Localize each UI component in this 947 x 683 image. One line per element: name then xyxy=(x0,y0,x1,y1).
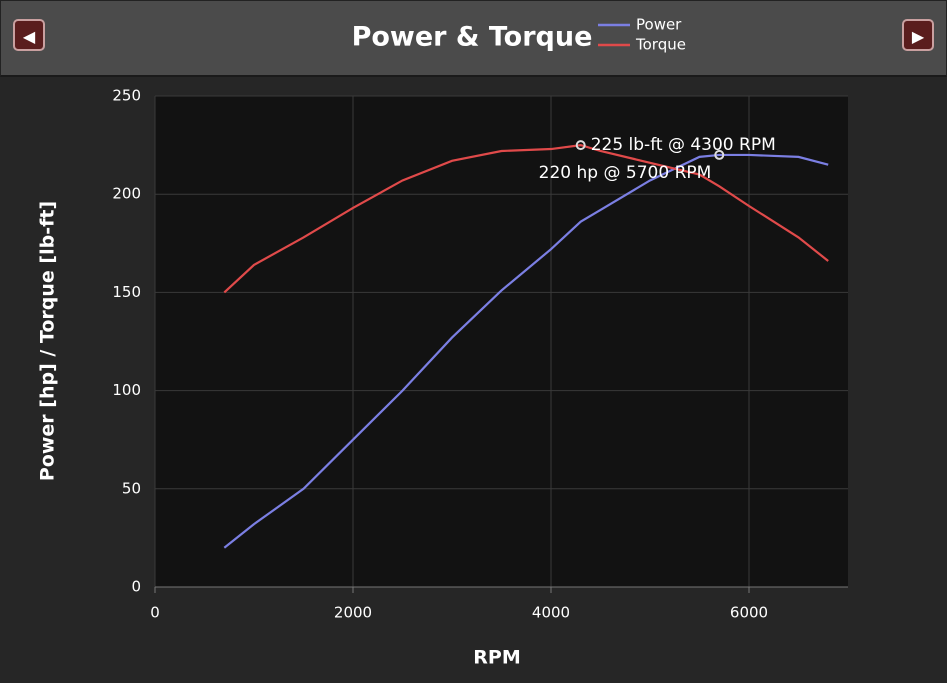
y-axis-label: Power [hp] / Torque [lb-ft] xyxy=(37,201,59,481)
chart-title: Power & Torque xyxy=(352,22,593,53)
series-line xyxy=(223,153,829,549)
y-tick-label: 200 xyxy=(112,185,141,203)
y-tick-label: 150 xyxy=(112,283,141,301)
header: ◀ ▶ xyxy=(0,0,947,77)
x-tick-label: 0 xyxy=(150,604,160,622)
y-tick-label: 0 xyxy=(131,578,141,596)
series-line xyxy=(223,143,829,294)
legend-label: Torque xyxy=(635,36,686,54)
y-tick-label: 250 xyxy=(112,87,141,105)
x-tick-label: 2000 xyxy=(334,604,372,622)
annotation-marker xyxy=(714,149,725,160)
x-tick-label: 6000 xyxy=(730,604,768,622)
x-axis-label: RPM xyxy=(473,647,520,669)
y-tick-label: 50 xyxy=(122,479,141,497)
next-button[interactable]: ▶ xyxy=(902,19,934,51)
legend-label: Power xyxy=(636,16,682,34)
y-tick-label: 100 xyxy=(112,381,141,399)
annotation-marker xyxy=(575,140,586,151)
prev-button[interactable]: ◀ xyxy=(13,19,45,51)
plot-area xyxy=(155,96,848,587)
x-tick-label: 4000 xyxy=(532,604,570,622)
annotation-label: 220 hp @ 5700 RPM xyxy=(539,163,712,183)
annotation-label: 225 lb-ft @ 4300 RPM xyxy=(591,135,776,155)
